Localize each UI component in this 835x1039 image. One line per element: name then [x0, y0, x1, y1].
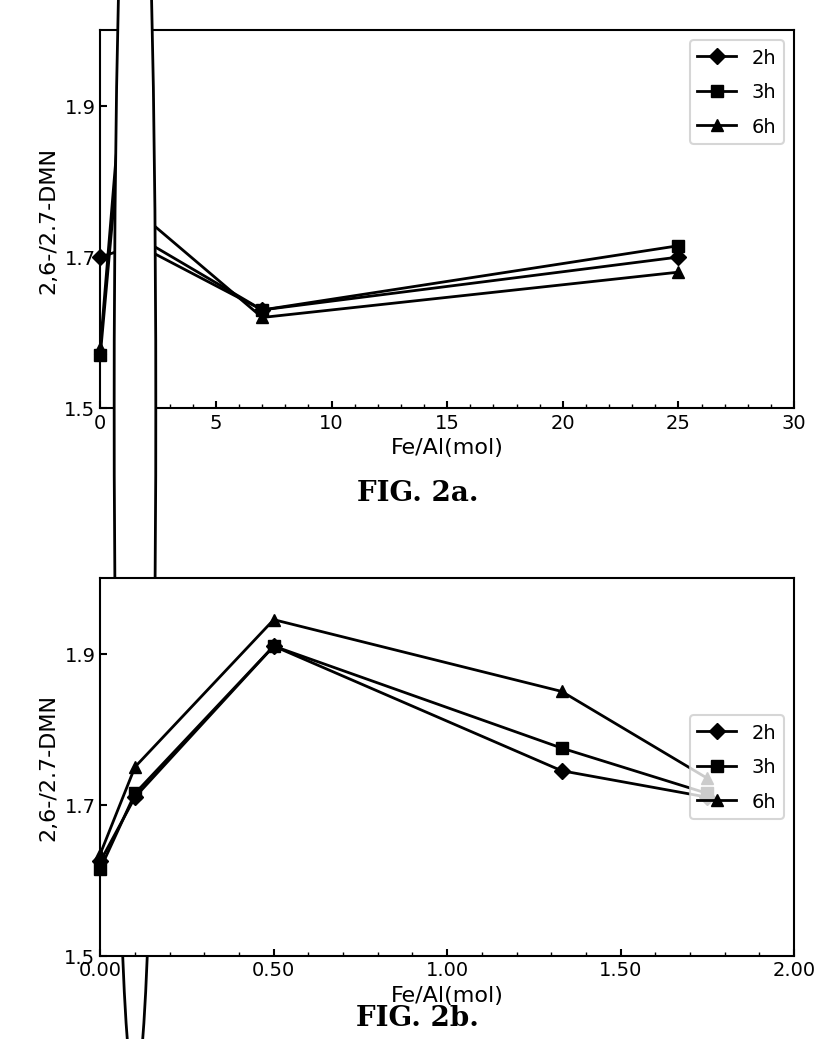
6h: [673, 266, 683, 278]
2h: [556, 765, 566, 777]
3h: [129, 788, 139, 800]
2h: [119, 244, 129, 257]
3h: [95, 349, 105, 362]
Line: 6h: 6h: [94, 63, 683, 353]
Line: 2h: 2h: [94, 641, 712, 868]
2h: [257, 304, 267, 317]
6h: [95, 848, 105, 860]
6h: [268, 614, 278, 627]
6h: [556, 686, 566, 698]
6h: [141, 214, 151, 227]
6h: [129, 761, 139, 773]
6h: [119, 62, 129, 75]
Legend: 2h, 3h, 6h: 2h, 3h, 6h: [689, 716, 783, 819]
2h: [95, 855, 105, 868]
Line: 3h: 3h: [94, 641, 712, 875]
2h: [95, 251, 105, 264]
3h: [556, 742, 566, 754]
3h: [95, 862, 105, 875]
Legend: 2h, 3h, 6h: 2h, 3h, 6h: [689, 41, 783, 144]
Y-axis label: 2,6-/2.7-DMN: 2,6-/2.7-DMN: [38, 146, 58, 293]
X-axis label: Fe/Al(mol): Fe/Al(mol): [390, 985, 504, 1006]
Text: FIG. 2a.: FIG. 2a.: [357, 480, 478, 507]
X-axis label: Fe/Al(mol): Fe/Al(mol): [390, 438, 504, 458]
3h: [701, 788, 711, 800]
6h: [95, 342, 105, 354]
3h: [141, 244, 151, 257]
Y-axis label: 2,6-/2.7-DMN: 2,6-/2.7-DMN: [38, 694, 58, 841]
2h: [268, 640, 278, 652]
Line: 2h: 2h: [94, 237, 683, 316]
Line: 3h: 3h: [94, 94, 683, 362]
Circle shape: [114, 0, 155, 1039]
3h: [119, 92, 129, 105]
2h: [673, 251, 683, 264]
Text: FIG. 2b.: FIG. 2b.: [356, 1005, 479, 1032]
Line: 6h: 6h: [94, 614, 712, 859]
3h: [268, 640, 278, 652]
6h: [257, 312, 267, 324]
2h: [141, 236, 151, 248]
2h: [701, 791, 711, 803]
6h: [701, 772, 711, 784]
3h: [257, 304, 267, 317]
3h: [673, 240, 683, 252]
2h: [129, 791, 139, 803]
